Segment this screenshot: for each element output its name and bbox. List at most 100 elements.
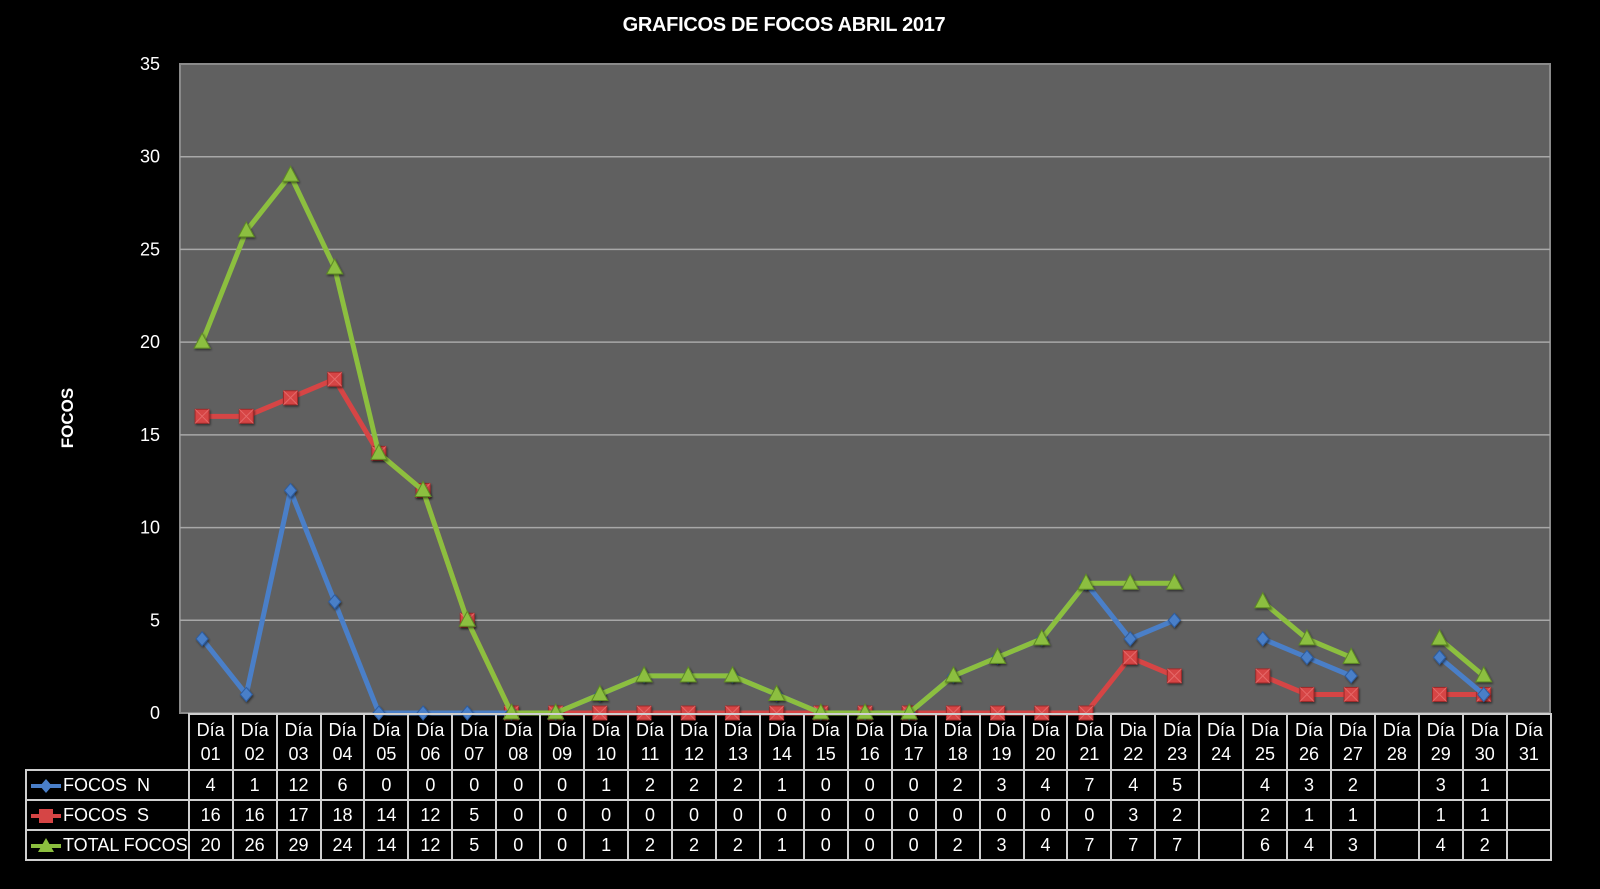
diamond-marker bbox=[239, 686, 253, 703]
table-cell: 0 bbox=[846, 769, 893, 801]
category-label: Día 31 bbox=[1505, 713, 1553, 771]
triangle-marker bbox=[193, 332, 211, 349]
category-label: Día 12 bbox=[671, 713, 717, 771]
category-label: Día 01 bbox=[187, 713, 234, 771]
chart-title: GRAFICOS DE FOCOS ABRIL 2017 bbox=[622, 14, 946, 36]
table-cell bbox=[1373, 829, 1420, 861]
category-label: Día 29 bbox=[1417, 713, 1464, 771]
y-tick-label: 0 bbox=[150, 703, 160, 723]
diamond-marker bbox=[1477, 686, 1491, 703]
diamond-marker bbox=[283, 482, 298, 499]
table-cell: 1 bbox=[758, 829, 805, 861]
table-cell: 0 bbox=[934, 799, 981, 831]
table-cell: 1 bbox=[1417, 799, 1464, 831]
diamond-marker bbox=[195, 631, 209, 647]
table-cell: 0 bbox=[802, 829, 849, 861]
diamond-marker bbox=[1167, 612, 1182, 629]
y-tick-label: 20 bbox=[140, 332, 160, 352]
table-cell bbox=[1505, 829, 1553, 861]
table-cell: 1 bbox=[1329, 799, 1376, 831]
legend-entry: FOCOS S bbox=[25, 799, 190, 831]
table-cell: 0 bbox=[539, 829, 586, 861]
triangle-marker bbox=[325, 257, 344, 275]
table-cell: 1 bbox=[231, 769, 278, 801]
y-tick-label: 25 bbox=[140, 239, 160, 259]
table-cell: 0 bbox=[407, 769, 454, 801]
category-label: Día 05 bbox=[363, 713, 410, 771]
table-cell: 20 bbox=[187, 829, 234, 861]
table-cell: 4 bbox=[1022, 769, 1069, 801]
category-label: Día 21 bbox=[1066, 713, 1113, 771]
triangle-marker bbox=[281, 165, 300, 182]
table-cell bbox=[1373, 799, 1420, 831]
table-cell: 2 bbox=[671, 769, 717, 801]
table-cell: 3 bbox=[1285, 769, 1332, 801]
triangle-legend-icon bbox=[31, 837, 61, 852]
triangle-marker bbox=[458, 610, 477, 627]
table-cell: 0 bbox=[363, 769, 410, 801]
diamond-legend-icon bbox=[31, 778, 61, 793]
diamond-marker bbox=[1123, 631, 1137, 647]
table-cell: 0 bbox=[451, 769, 498, 801]
y-tick-label: 15 bbox=[140, 425, 160, 445]
category-label: Día 25 bbox=[1242, 713, 1288, 771]
table-cell: 2 bbox=[1329, 769, 1376, 801]
category-label: Día 17 bbox=[890, 713, 937, 771]
table-cell bbox=[1373, 769, 1420, 801]
table-cell: 5 bbox=[451, 829, 498, 861]
table-cell: 2 bbox=[627, 769, 673, 801]
triangle-marker bbox=[1474, 665, 1493, 683]
table-cell: 7 bbox=[1110, 829, 1157, 861]
triangle-marker bbox=[591, 684, 609, 701]
category-label: Día 24 bbox=[1198, 713, 1245, 771]
table-cell: 26 bbox=[231, 829, 278, 861]
table-cell: 4 bbox=[1285, 829, 1332, 861]
category-label: Día 11 bbox=[627, 713, 673, 771]
y-tick-label: 10 bbox=[140, 518, 160, 538]
category-label: Día 06 bbox=[407, 713, 454, 771]
table-row: TOTAL FOCOS 20 26 29 24 14 12 5 0 0 1 2 2 2 1 0 0 0 2 3 4 7 7 7… bbox=[25, 829, 1553, 861]
table-cell: 0 bbox=[1022, 799, 1069, 831]
y-tick-label: 35 bbox=[140, 54, 160, 74]
triangle-marker bbox=[723, 665, 742, 683]
table-cell: 17 bbox=[275, 799, 322, 831]
triangle-marker bbox=[1342, 647, 1360, 664]
diamond-marker bbox=[1300, 649, 1314, 666]
triangle-marker bbox=[1253, 591, 1272, 609]
table-cell: 6 bbox=[1242, 829, 1288, 861]
table-cell: 0 bbox=[1066, 799, 1113, 831]
table-cell: 2 bbox=[714, 829, 761, 861]
table-cell: 2 bbox=[934, 829, 981, 861]
triangle-marker bbox=[988, 647, 1007, 664]
table-cell: 1 bbox=[583, 829, 630, 861]
category-label: Día 14 bbox=[758, 713, 805, 771]
table-cell: 3 bbox=[1329, 829, 1376, 861]
table-cell: 3 bbox=[1110, 799, 1157, 831]
category-label: Día 28 bbox=[1373, 713, 1420, 771]
category-label: Dia 22 bbox=[1110, 713, 1157, 771]
table-cell: 0 bbox=[890, 829, 937, 861]
table-cell: 2 bbox=[627, 829, 673, 861]
triangle-marker bbox=[237, 220, 256, 238]
table-cell: 5 bbox=[451, 799, 498, 831]
table-cell: 14 bbox=[363, 829, 410, 861]
table-cell bbox=[1505, 799, 1553, 831]
table-cell: 14 bbox=[363, 799, 410, 831]
table-cell: 2 bbox=[1154, 799, 1201, 831]
table-cell: 1 bbox=[1461, 769, 1508, 801]
table-cell: 0 bbox=[846, 829, 893, 861]
table-cell bbox=[1198, 829, 1245, 861]
triangle-marker bbox=[679, 665, 698, 683]
table-cell: 3 bbox=[1417, 769, 1464, 801]
category-label: Día 30 bbox=[1461, 713, 1508, 771]
category-label: Día 26 bbox=[1285, 713, 1332, 771]
table-cell: 7 bbox=[1066, 769, 1113, 801]
triangle-marker bbox=[944, 665, 963, 683]
triangle-marker bbox=[1032, 628, 1051, 646]
table-cell: 7 bbox=[1066, 829, 1113, 861]
y-axis-ticks: 0 5 10 15 20 25 30 35 bbox=[140, 54, 160, 723]
category-label: Día 15 bbox=[802, 713, 849, 771]
table-cell bbox=[1505, 769, 1553, 801]
table-cell: 0 bbox=[846, 799, 893, 831]
table-cell: 0 bbox=[539, 769, 586, 801]
